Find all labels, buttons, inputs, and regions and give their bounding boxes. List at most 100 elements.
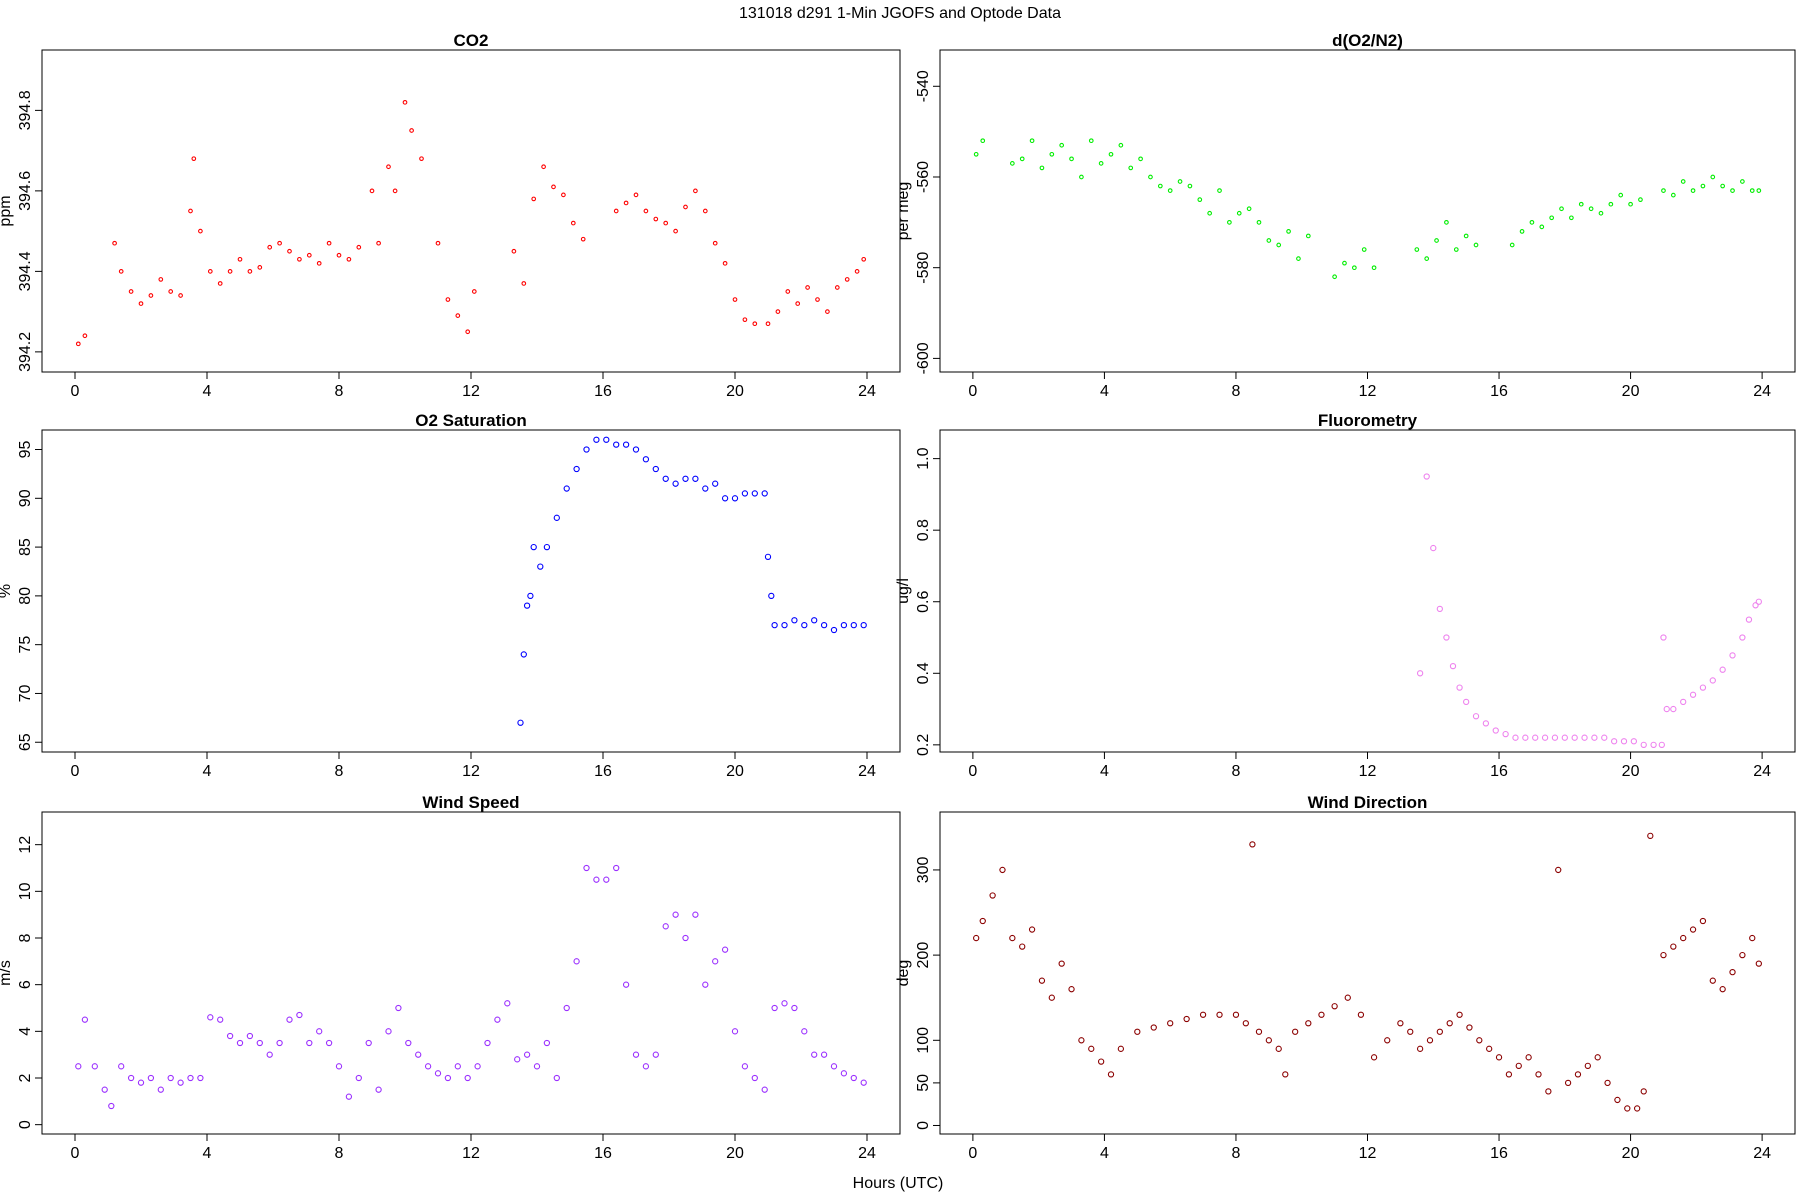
data-point [236, 1039, 244, 1047]
data-point [1495, 1054, 1503, 1061]
data-point [662, 475, 669, 482]
data-point [1591, 734, 1598, 741]
data-point [217, 1016, 224, 1023]
data-point [721, 946, 729, 953]
data-point [257, 265, 263, 270]
data-point [771, 1004, 778, 1012]
data-point [1466, 1024, 1473, 1031]
data-point [1463, 233, 1469, 239]
plot-frame [939, 811, 1796, 1135]
data-point [1525, 1054, 1532, 1061]
data-point [1729, 968, 1736, 976]
x-tick-label: 16 [594, 763, 612, 780]
data-point [520, 651, 527, 658]
data-point [613, 864, 620, 872]
data-point [1118, 142, 1124, 148]
data-point [850, 622, 857, 629]
data-point [1624, 1105, 1631, 1112]
data-point [1331, 1003, 1338, 1010]
data-point [1078, 1037, 1085, 1044]
data-point [256, 1039, 263, 1047]
data-point [1699, 917, 1707, 925]
data-point [1539, 224, 1545, 230]
data-point [1436, 605, 1443, 613]
data-point [118, 1063, 125, 1070]
x-tick-label: 0 [71, 383, 80, 400]
x-tick-label: 16 [1490, 763, 1508, 780]
data-point [1555, 866, 1562, 874]
data-point [662, 923, 669, 930]
y-axis-label: ppm [0, 195, 14, 226]
plot-frame [939, 429, 1796, 753]
data-point [1453, 247, 1459, 252]
data-point [167, 1074, 174, 1082]
data-point [1361, 247, 1367, 252]
data-point [613, 208, 619, 214]
data-point [702, 981, 709, 988]
data-point [860, 1079, 867, 1086]
data-point [345, 1093, 353, 1100]
data-point [346, 256, 352, 262]
data-point [722, 260, 728, 266]
data-point [1088, 1045, 1095, 1052]
data-point [1058, 960, 1065, 967]
data-point [1700, 183, 1706, 189]
data-point [227, 269, 233, 274]
data-point [830, 1063, 838, 1070]
y-tick-label: 0.4 [915, 662, 932, 684]
data-point [1236, 210, 1242, 216]
x-tick-label: 16 [1490, 1145, 1508, 1162]
data-point [712, 240, 718, 246]
data-point [1661, 188, 1666, 193]
data-point [1384, 1037, 1391, 1044]
x-tick-label: 24 [1753, 763, 1771, 780]
panel-6: Wind Direction deg 0 4 8 12 16 20 24 0 50 100 200 300 [895, 793, 1796, 1162]
data-point [712, 480, 719, 487]
data-point [732, 297, 738, 302]
data-point [692, 911, 699, 918]
data-point [1456, 1011, 1463, 1018]
data-point [1561, 734, 1568, 741]
data-point [1246, 206, 1252, 212]
y-tick-label: 0 [915, 1121, 932, 1130]
data-point [583, 864, 590, 872]
y-tick-label: -580 [915, 252, 932, 284]
y-tick-label: 200 [915, 942, 932, 969]
y-tick-label: 65 [17, 733, 34, 751]
data-point [721, 495, 729, 502]
y-tick-label: 50 [915, 1074, 932, 1092]
data-point [246, 1032, 254, 1040]
y-tick-label: 70 [17, 684, 34, 702]
data-point [551, 184, 556, 190]
y-tick-label: -560 [915, 161, 932, 193]
data-point [1332, 274, 1337, 280]
data-point [326, 240, 332, 246]
data-point [1059, 142, 1065, 148]
data-point [287, 248, 292, 254]
data-point [751, 1074, 758, 1082]
data-point [306, 252, 312, 258]
data-point [1670, 943, 1677, 950]
data-point [683, 204, 688, 210]
data-point [622, 981, 630, 988]
data-point [101, 1086, 108, 1093]
data-point [805, 285, 810, 290]
data-point [484, 1039, 491, 1047]
x-tick-label: 24 [858, 763, 876, 780]
data-point [392, 188, 398, 194]
x-tick-label: 12 [462, 383, 480, 400]
data-point [1618, 192, 1624, 198]
data-point [297, 256, 302, 262]
data-point [860, 622, 867, 629]
data-point [1492, 727, 1499, 734]
data-point [1628, 201, 1633, 207]
data-point [395, 1004, 402, 1012]
data-point [1216, 1011, 1223, 1018]
y-tick-label: 80 [17, 587, 34, 605]
data-point [1232, 1011, 1240, 1018]
data-point [1449, 662, 1457, 670]
data-point [1292, 1028, 1299, 1035]
x-tick-label: 0 [968, 383, 977, 400]
data-point [1049, 151, 1055, 157]
